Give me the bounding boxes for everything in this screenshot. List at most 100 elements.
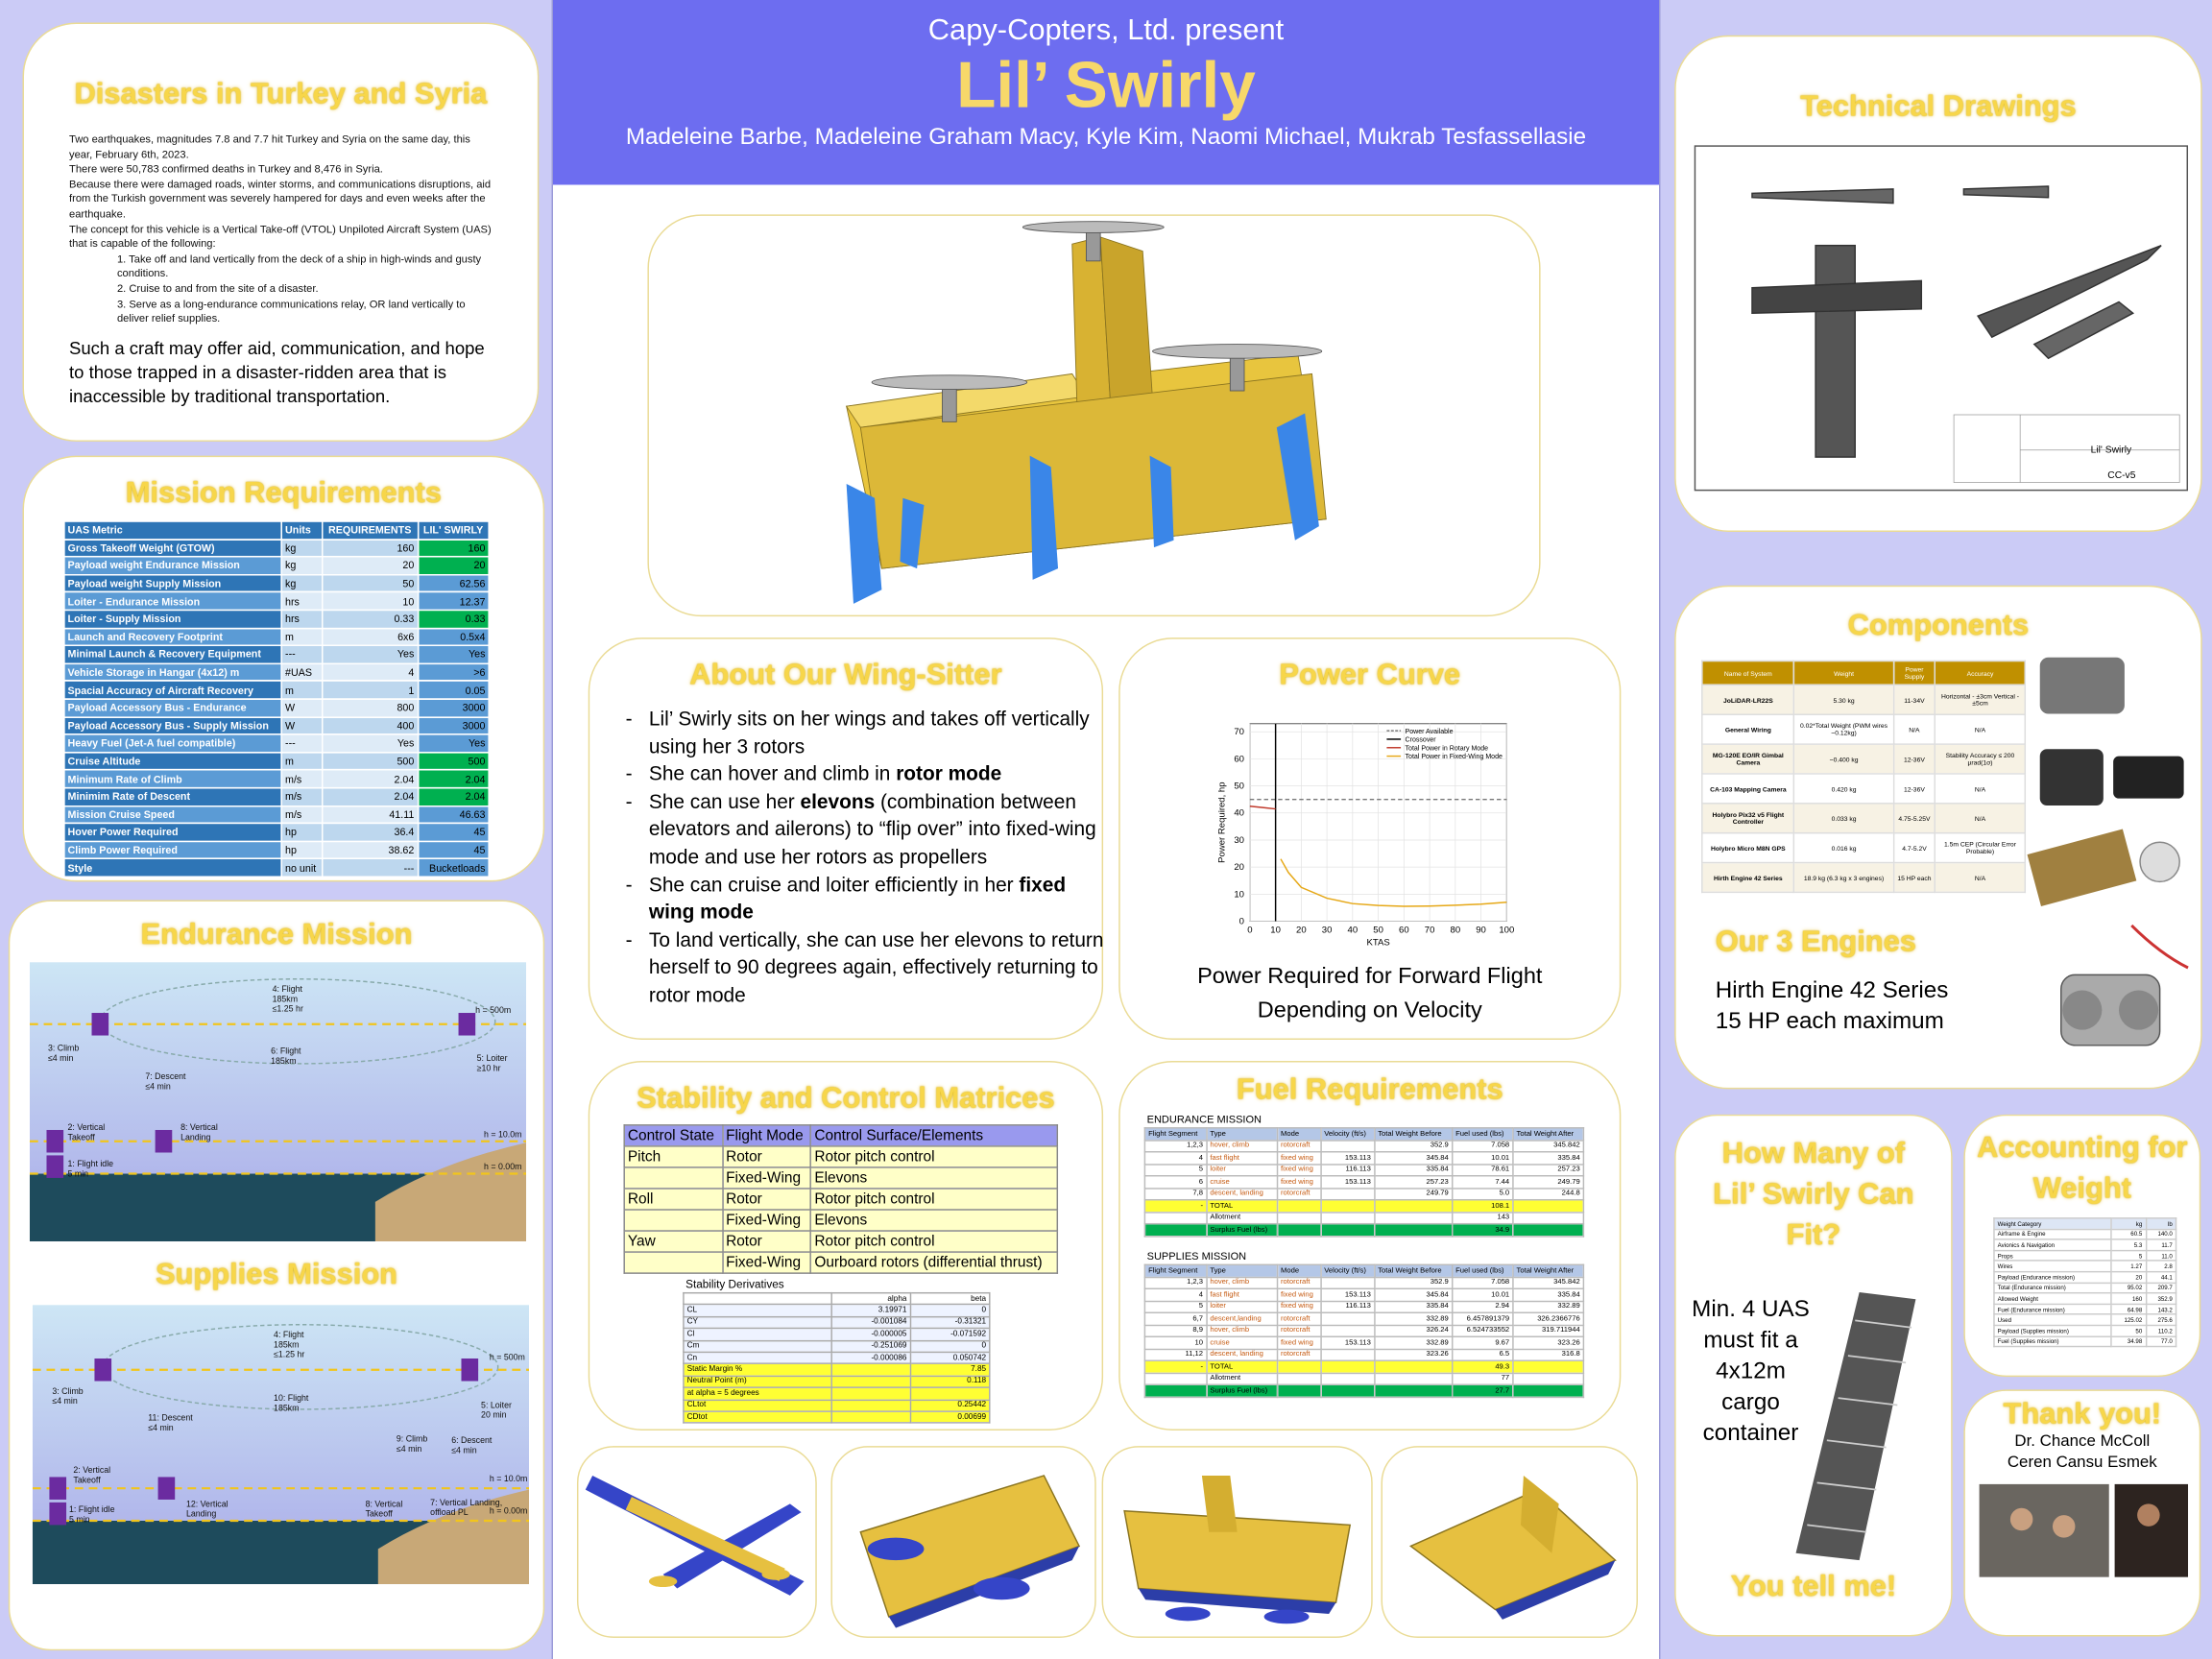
panel-title: Stability and Control Matrices [637,1082,1055,1115]
power-panel: Power Curve 0 10 20 30 40 50 60 70 80 90 100 0 10 20 3… [1118,637,1622,1040]
table-cell: 3000 [417,715,490,735]
table-cell: 1 [321,680,419,700]
data-table: alpha beta CL 3.19971 0 CY -0.001084 -0.31321 Cl… [683,1291,991,1425]
panel-title: Our 3 Engines [1715,925,1916,958]
drawing-name: Lil' Swirly [2090,445,2132,456]
table-cell: 12-36V [1892,773,1936,805]
table-row: 4 fast flight fixed wing 153.113 345.84 10.01… [1143,1151,1585,1165]
table-cell: 78.61 [1451,1163,1514,1177]
table-cell [1319,1324,1376,1337]
table-row: Fixed-Wing Ourboard rotors (differential … [623,1251,1059,1274]
table-cell [1512,1223,1585,1237]
table-cell [1276,1199,1322,1213]
table-cell [1373,1199,1454,1213]
table-cell: MG-120E EO/IR Gimbal Camera [1701,743,1795,775]
y-tick-label: 0 [1239,916,1244,926]
table-row: 6 cruise fixed wing 153.113 257.23 7.44 249.79 [1143,1175,1585,1189]
table-cell: Used [1993,1313,2112,1327]
table-cell: Horizontal - ±3cm Vertical - ±5cm [1934,684,2027,715]
mission-panel: Mission Requirements UAS Metric Units REQU… [22,455,545,882]
table-row: - TOTAL 49.3 [1143,1359,1585,1374]
table-row: Holybro Micro M8N GPS 0.016 kg 4.7-5.2V 1.5… [1701,831,2027,864]
table-cell [623,1209,724,1232]
diagram-label: 2: Vertical Takeoff [67,1124,106,1143]
table-cell: 8,9 [1143,1324,1208,1337]
table-row: Mission Cruise Speed m/s 41.11 46.63 [63,805,490,825]
table-cell: 116.113 [1319,1163,1376,1177]
table-row: Vehicle Storage in Hangar (4x12) m #UAS 4 >… [63,662,490,683]
table-cell [830,1362,911,1377]
header-cell: Flight Segment [1143,1127,1208,1141]
table-row: Airframe & Engine 60.5 140.0 [1993,1228,2177,1240]
table-cell: 249.79 [1512,1175,1585,1189]
table-cell: 275.6 [2145,1313,2177,1327]
table-cell [1319,1223,1376,1237]
table-cell [1512,1359,1585,1374]
data-table: Name of System Weight Power Supply Accuracy… [1701,660,2027,894]
y-axis-label: Power Required, hp [1216,781,1227,862]
table-cell: 160 [321,538,419,558]
table-cell: 2.04 [321,786,419,806]
table-row: Props 5 11.0 [1993,1249,2177,1262]
table-cell: rotorcraft [1276,1324,1322,1337]
table-row: at alpha = 5 degrees [683,1386,991,1401]
table-cell: 332.89 [1512,1300,1585,1313]
table-row: Payload weight Supply Mission kg 50 62.56 [63,573,490,593]
table-cell: 45 [417,822,490,842]
table-cell: Hover Power Required [63,822,283,842]
table-cell: -0.000005 [830,1327,911,1341]
table-cell: 6.5 [1451,1348,1514,1361]
table-cell: 11.7 [2145,1238,2177,1251]
missions-panel: Endurance Mission Supplies Mission 4: Fl… [8,900,545,1651]
table-cell [1143,1383,1208,1398]
panel-title: Endurance Mission [140,918,413,951]
table-cell: 27.7 [1451,1383,1514,1398]
x-tick-label: 0 [1247,925,1252,935]
fit-closing: You tell me! [1730,1570,1897,1603]
table-cell: Fuel (Supplies mission) [1993,1334,2112,1348]
header-cell: Weight Category [1993,1217,2112,1230]
diagram-label: 9: Climb ≤4 min [396,1435,428,1455]
panel-title: Components [1847,609,2030,642]
table-row: Heavy Fuel (Jet-A fuel compatible) --- Yes… [63,733,490,754]
table-cell: 2.94 [1451,1300,1514,1313]
diagram-label: 7: Vertical Landing, offload PL [430,1499,503,1518]
table-cell: TOTAL [1205,1359,1279,1374]
table-cell: descent, landing [1205,1348,1279,1361]
table-cell: N/A [1934,803,2027,834]
table-row: Loiter - Supply Mission hrs 0.33 0.33 [63,609,490,629]
diagram-label: 2: Vertical Takeoff [73,1467,111,1486]
table-cell: Payload Accessory Bus - Endurance [63,698,283,718]
land [374,1142,527,1242]
table-title: SUPPLIES MISSION [1146,1249,1247,1263]
table-cell: 0.016 kg [1793,831,1894,864]
table-cell: 125.02 [2109,1313,2147,1327]
table-cell: 2.04 [417,769,490,789]
table-title: Stability Derivatives [685,1278,784,1291]
table-cell: -0.251069 [830,1339,911,1354]
table-cell: Rotor [721,1145,812,1168]
table-row: Allotment 77 [1143,1372,1585,1385]
table-cell: Avionics & Navigation [1993,1238,2112,1251]
table-cell: Minimum Rate of Climb [63,769,283,789]
render-panel [830,1446,1096,1638]
x-tick-label: 70 [1425,925,1435,935]
table-cell: 20 [321,556,419,576]
table-cell: Allotment [1205,1211,1279,1225]
table-row: 1,2,3 hover, climb rotorcraft 352.9 7.058 345… [1143,1139,1585,1153]
table-cell: 345.842 [1512,1276,1585,1289]
table-cell: Surplus Fuel (lbs) [1205,1223,1279,1237]
header-cell: Type [1205,1127,1279,1141]
table-row: Surplus Fuel (lbs) 27.7 [1143,1383,1585,1398]
diagram-label: h = 0.00m [489,1507,528,1517]
table-cell: 49.3 [1451,1359,1514,1374]
table-cell [830,1386,911,1401]
table-cell: W [280,715,324,735]
table-cell: 36.4 [321,822,419,842]
data-table: UAS Metric Units REQUIREMENTS LIL' SWIRLY Gr… [63,520,490,878]
closing-text: Such a craft may offer aid, communicatio… [69,338,485,407]
header-cell: Control State [623,1124,724,1147]
table-cell: fixed wing [1276,1163,1322,1177]
table-cell: Fixed-Wing [721,1251,812,1274]
table-cell: 153.113 [1319,1287,1376,1302]
